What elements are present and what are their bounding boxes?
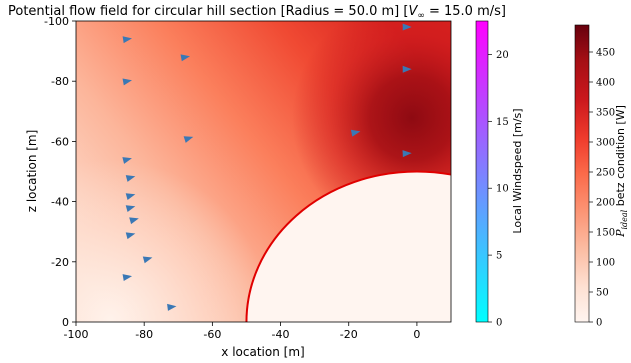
power-colorbar: 0 50 100 150 200 250 300 350 400 450 Pideal betz … (574, 24, 629, 329)
chart-title: Potential flow field for circular hill s… (8, 4, 506, 21)
y-tick-label: -40 (51, 196, 69, 209)
streamline-arrow (350, 129, 361, 137)
x-tick-label: 0 (413, 328, 420, 341)
streamline-arrow (122, 78, 133, 86)
windspeed-tick-label: 5 (496, 251, 502, 262)
power-tick-label: 100 (596, 258, 615, 269)
streamline-arrow (180, 54, 191, 62)
plot-frame (75, 20, 452, 323)
power-tick-label: 150 (596, 228, 615, 239)
streamline-arrow (122, 274, 133, 282)
power-tick-label: 400 (596, 78, 615, 89)
power-colorbar-gradient (574, 24, 590, 323)
y-tick-label: -100 (44, 15, 69, 28)
power-tick-label: 300 (596, 138, 615, 149)
windspeed-tick-label: 15 (496, 117, 509, 128)
x-axis-ticks: -100 -80 -60 -40 -20 0 (64, 322, 420, 341)
y-tick-label: -60 (51, 135, 69, 148)
y-tick-label: -80 (51, 75, 69, 88)
streamline-arrow (125, 193, 136, 201)
x-tick-label: -20 (340, 328, 358, 341)
windspeed-tick-label: 0 (496, 318, 502, 329)
x-tick-label: -80 (135, 328, 153, 341)
x-tick-label: -100 (64, 328, 89, 341)
y-tick-label: 0 (62, 316, 69, 329)
streamline-arrow (402, 23, 412, 31)
streamline-arrow (402, 150, 412, 158)
x-tick-label: -60 (203, 328, 221, 341)
x-axis-label: x location [m] (221, 345, 304, 359)
hill-boundary (245, 170, 451, 322)
power-colorbar-label: Pideal betz condition [W] (614, 105, 629, 238)
windspeed-colorbar-gradient (475, 20, 489, 323)
windspeed-colorbar-label: Local Windspeed [m/s] (511, 108, 524, 233)
power-tick-label: 200 (596, 198, 615, 209)
y-axis-label: z location [m] (25, 130, 39, 213)
power-tick-label: 50 (596, 288, 609, 299)
power-tick-label: 0 (596, 318, 602, 329)
streamline-arrow (125, 175, 136, 182)
streamline-arrow (125, 205, 136, 213)
y-axis-ticks: 0 -20 -40 -60 -80 -100 (44, 15, 76, 329)
windspeed-colorbar-ticks: 0 5 10 15 20 (488, 50, 509, 329)
streamline-arrow (125, 232, 136, 240)
windspeed-colorbar: 0 5 10 15 20 Local Windspeed [m/s] (475, 20, 524, 329)
power-tick-label: 450 (596, 48, 615, 59)
streamline-arrow (142, 256, 153, 264)
x-tick-label: -40 (272, 328, 290, 341)
power-tick-label: 250 (596, 168, 615, 179)
windspeed-tick-label: 20 (496, 50, 509, 61)
y-tick-label: -20 (51, 256, 69, 269)
streamlines (122, 23, 412, 311)
streamline-arrow (402, 65, 412, 73)
windspeed-tick-label: 10 (496, 184, 509, 195)
streamline-arrow (183, 136, 194, 143)
streamline-arrow (129, 217, 139, 225)
streamline-arrow (167, 303, 177, 311)
plot-area (76, 21, 451, 322)
power-tick-label: 350 (596, 108, 615, 119)
power-colorbar-ticks: 0 50 100 150 200 250 300 350 400 450 (589, 48, 615, 329)
streamline-arrow (122, 157, 132, 164)
hill-interior (246, 171, 451, 322)
streamline-arrow (122, 36, 133, 44)
